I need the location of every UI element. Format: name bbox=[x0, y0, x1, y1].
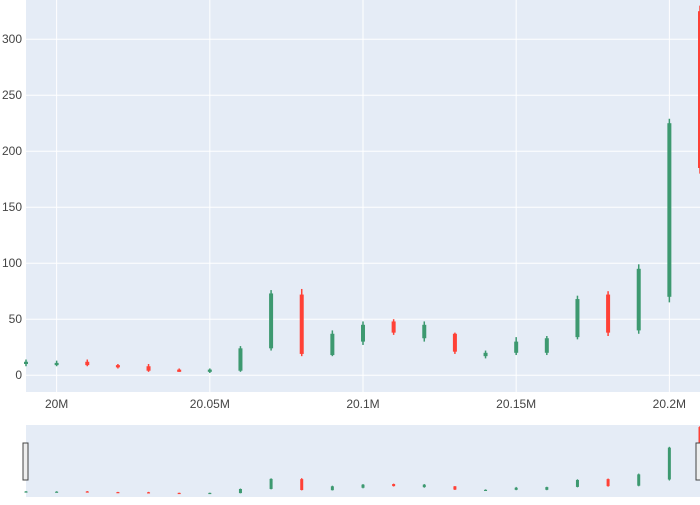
candle bbox=[545, 336, 549, 355]
candle bbox=[667, 119, 671, 303]
candle-body bbox=[667, 123, 671, 297]
candle bbox=[238, 346, 242, 372]
candle-body bbox=[422, 325, 426, 338]
slider-candle bbox=[300, 478, 303, 490]
candle-body bbox=[606, 295, 610, 333]
candle bbox=[269, 290, 273, 350]
slider-candle bbox=[637, 474, 640, 487]
slider-candle-body bbox=[116, 492, 119, 493]
candle-body bbox=[575, 299, 579, 337]
slider-candle-body bbox=[239, 489, 242, 493]
slider-candle bbox=[545, 487, 548, 490]
slider-candle bbox=[453, 486, 456, 490]
slider-candle-body bbox=[637, 474, 640, 485]
slider-candle bbox=[239, 489, 242, 494]
candle bbox=[392, 319, 396, 335]
x-tick-label: 20.05M bbox=[190, 397, 230, 411]
y-axis: 0 50 100 150 200 250 300 bbox=[2, 32, 22, 382]
slider-candle-body bbox=[392, 484, 395, 486]
slider-candle-body bbox=[423, 485, 426, 487]
rangeslider-right-handle[interactable] bbox=[696, 443, 700, 480]
slider-candle-body bbox=[331, 486, 334, 490]
candle-body bbox=[637, 269, 641, 331]
slider-candle bbox=[208, 493, 211, 494]
candle-body bbox=[545, 338, 549, 353]
candle-body bbox=[85, 362, 89, 365]
y-tick-label: 300 bbox=[2, 32, 22, 46]
slider-candle-body bbox=[545, 487, 548, 490]
x-tick-label: 20.15M bbox=[496, 397, 536, 411]
candle bbox=[575, 296, 579, 340]
y-tick-label: 50 bbox=[9, 312, 23, 326]
slider-candle bbox=[116, 492, 119, 493]
slider-candle-body bbox=[300, 479, 303, 490]
slider-candle bbox=[362, 484, 365, 488]
candle-body bbox=[147, 366, 151, 370]
y-tick-label: 250 bbox=[2, 88, 22, 102]
slider-candle-body bbox=[668, 448, 671, 480]
candle-body bbox=[238, 348, 242, 370]
slider-candle bbox=[392, 484, 395, 487]
candle bbox=[300, 289, 304, 356]
candle-body bbox=[392, 321, 396, 332]
candle-body bbox=[177, 370, 181, 372]
candle-body bbox=[453, 334, 457, 352]
slider-candle-body bbox=[178, 493, 181, 494]
slider-candle-body bbox=[25, 491, 28, 492]
slider-candle-body bbox=[362, 485, 365, 488]
candle-body bbox=[55, 363, 59, 365]
candle bbox=[453, 333, 457, 354]
x-tick-label: 20.1M bbox=[346, 397, 379, 411]
slider-candle bbox=[576, 479, 579, 487]
candle bbox=[637, 264, 641, 333]
slider-candle-body bbox=[576, 480, 579, 487]
y-tick-label: 100 bbox=[2, 256, 22, 270]
slider-candle bbox=[178, 493, 181, 494]
x-tick-label: 20.2M bbox=[653, 397, 686, 411]
slider-candle-body bbox=[607, 479, 610, 486]
candle bbox=[361, 321, 365, 345]
candle-body bbox=[208, 370, 212, 372]
candle-body bbox=[330, 334, 334, 355]
slider-candle-body bbox=[55, 492, 58, 493]
candle bbox=[330, 330, 334, 356]
candle-body bbox=[269, 293, 273, 348]
candle-body bbox=[361, 325, 365, 342]
candle-body bbox=[300, 295, 304, 354]
slider-candle-body bbox=[208, 493, 211, 494]
slider-candle-body bbox=[515, 488, 518, 490]
x-tick-label: 20M bbox=[45, 397, 68, 411]
candle-body bbox=[24, 362, 28, 364]
x-axis: 20M 20.05M 20.1M 20.15M 20.2M bbox=[45, 397, 686, 411]
slider-candle-body bbox=[270, 479, 273, 489]
candle-body bbox=[484, 353, 488, 356]
slider-candle-body bbox=[484, 490, 487, 491]
rangeslider-left-handle[interactable] bbox=[23, 443, 28, 480]
slider-candle bbox=[331, 486, 334, 491]
slider-candle bbox=[270, 478, 273, 489]
slider-candle-body bbox=[147, 492, 150, 493]
y-tick-label: 0 bbox=[15, 368, 22, 382]
slider-candle-body bbox=[86, 491, 89, 492]
candle-body bbox=[514, 342, 518, 353]
y-tick-label: 150 bbox=[2, 200, 22, 214]
slider-candle bbox=[668, 447, 671, 481]
y-tick-label: 200 bbox=[2, 144, 22, 158]
slider-candle bbox=[607, 478, 610, 486]
candle bbox=[606, 291, 610, 336]
candle-body bbox=[116, 365, 120, 367]
slider-candle-body bbox=[453, 486, 456, 489]
